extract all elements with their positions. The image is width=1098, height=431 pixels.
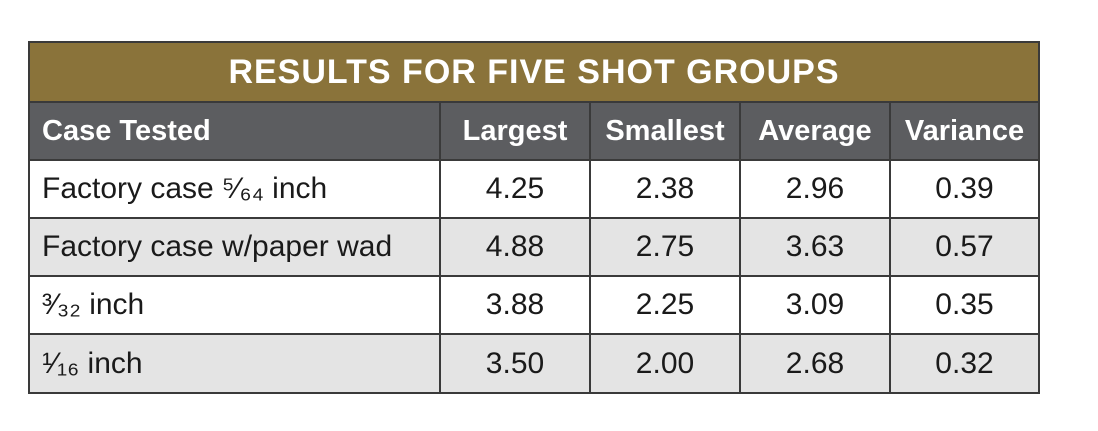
largest-cell: 4.88 (439, 217, 591, 277)
variance-cell: 0.57 (889, 217, 1038, 277)
largest-cell: 3.50 (439, 333, 591, 392)
case-tested-cell: Factory case ⁵⁄₆₄ inch (30, 159, 441, 219)
column-header-largest: Largest (439, 103, 591, 161)
case-tested-cell: ³⁄₃₂ inch (30, 275, 441, 335)
header-row: Case Tested Largest Smallest Average Var… (30, 103, 1038, 161)
column-header-smallest: Smallest (589, 103, 741, 161)
table-row: Factory case ⁵⁄₆₄ inch 4.25 2.38 2.96 0.… (30, 159, 1038, 219)
smallest-cell: 2.00 (589, 333, 741, 392)
average-cell: 2.96 (739, 159, 891, 219)
average-cell: 3.63 (739, 217, 891, 277)
variance-cell: 0.39 (889, 159, 1038, 219)
smallest-cell: 2.75 (589, 217, 741, 277)
table-row: Factory case w/paper wad 4.88 2.75 3.63 … (30, 217, 1038, 277)
results-table: RESULTS FOR FIVE SHOT GROUPS Case Tested… (28, 41, 1040, 394)
largest-cell: 4.25 (439, 159, 591, 219)
table-title: RESULTS FOR FIVE SHOT GROUPS (30, 43, 1038, 103)
case-tested-cell: ¹⁄₁₆ inch (30, 333, 441, 392)
results-grid: Case Tested Largest Smallest Average Var… (30, 103, 1038, 392)
case-tested-cell: Factory case w/paper wad (30, 217, 441, 277)
table-row: ³⁄₃₂ inch 3.88 2.25 3.09 0.35 (30, 275, 1038, 335)
column-header-average: Average (739, 103, 891, 161)
column-header-case-tested: Case Tested (30, 103, 441, 161)
column-header-variance: Variance (889, 103, 1038, 161)
average-cell: 2.68 (739, 333, 891, 392)
smallest-cell: 2.38 (589, 159, 741, 219)
largest-cell: 3.88 (439, 275, 591, 335)
table-row: ¹⁄₁₆ inch 3.50 2.00 2.68 0.32 (30, 333, 1038, 392)
variance-cell: 0.32 (889, 333, 1038, 392)
average-cell: 3.09 (739, 275, 891, 335)
variance-cell: 0.35 (889, 275, 1038, 335)
smallest-cell: 2.25 (589, 275, 741, 335)
